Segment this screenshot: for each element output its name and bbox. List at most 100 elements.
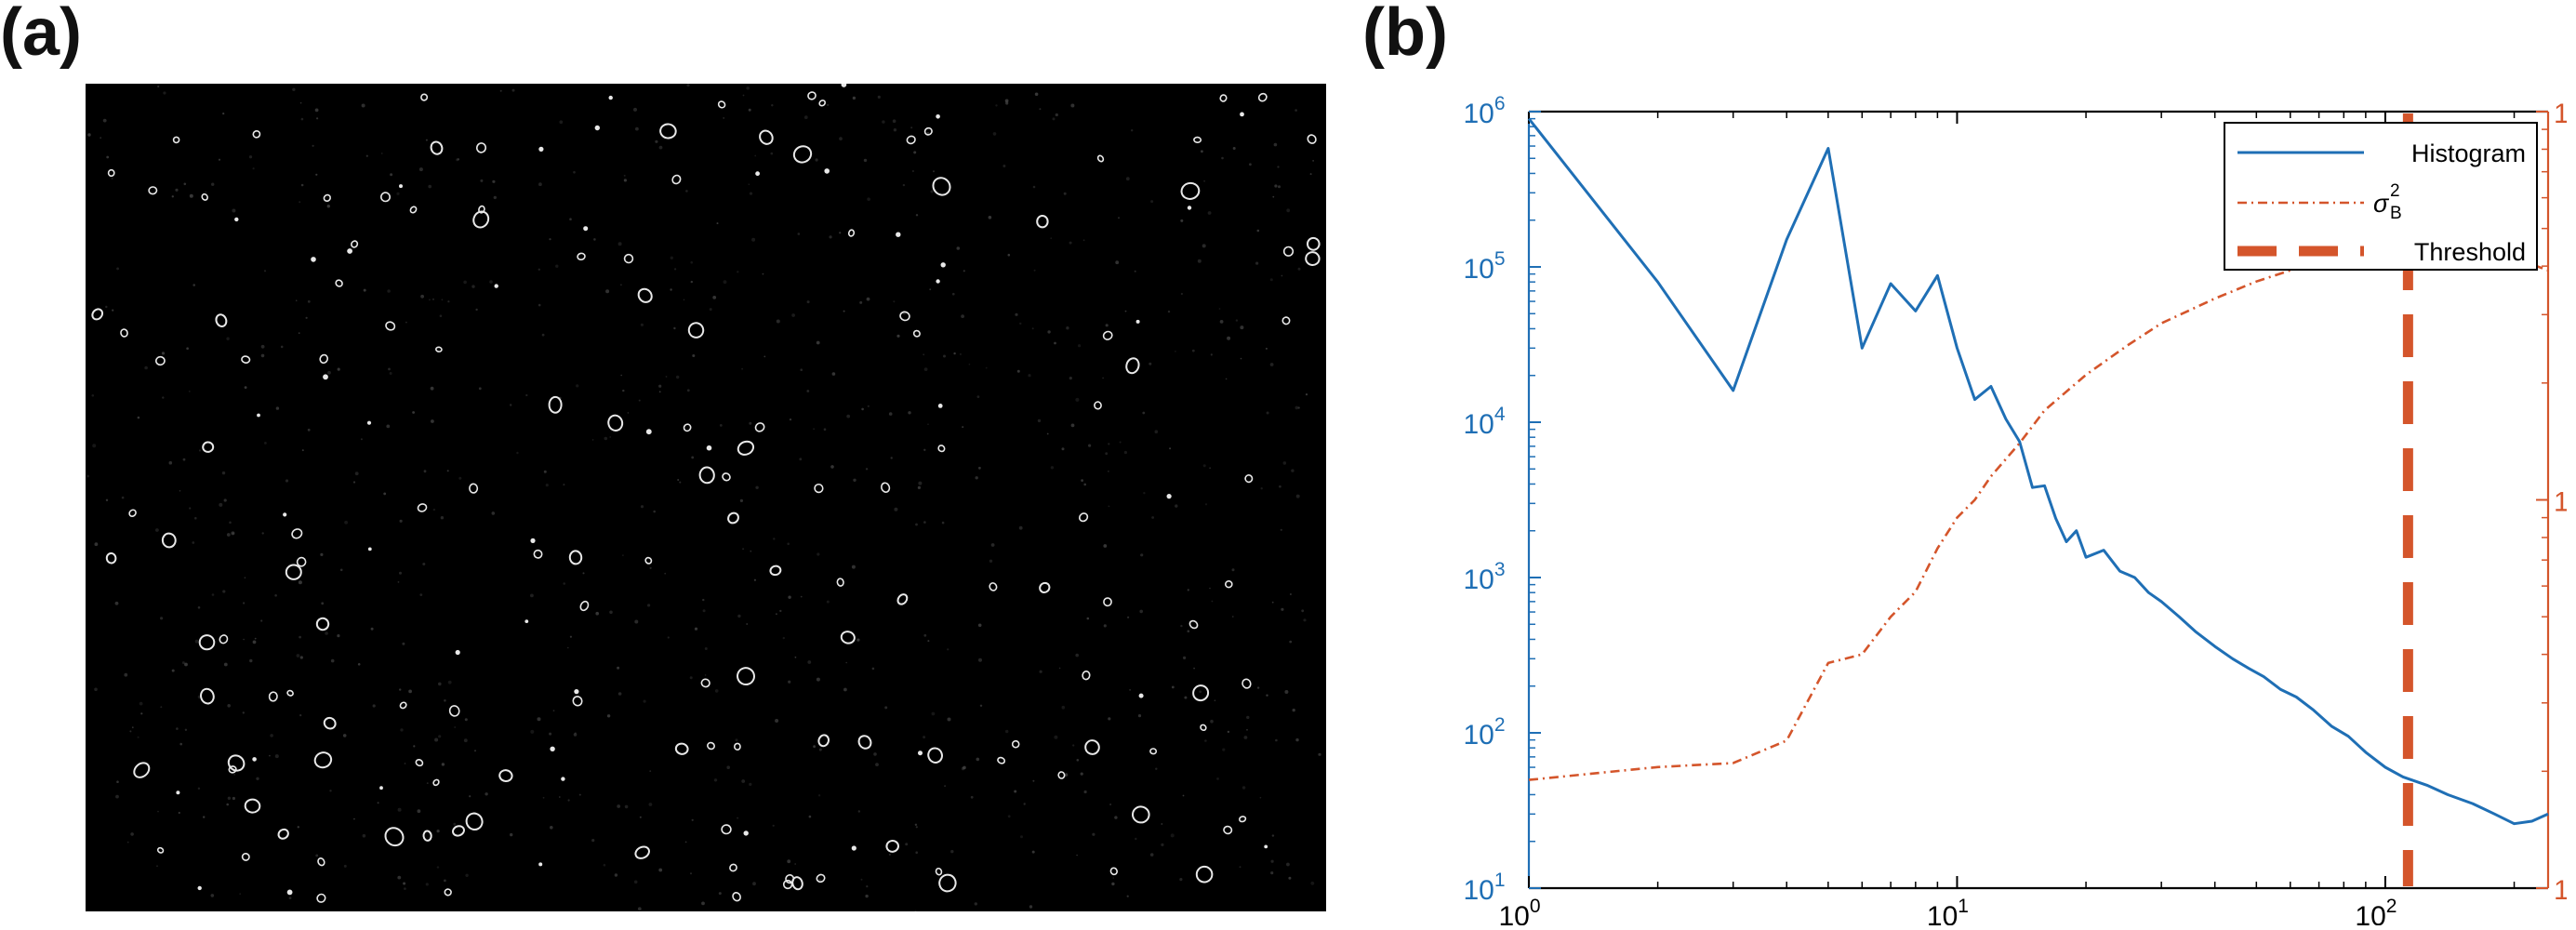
noise-speck bbox=[839, 232, 842, 234]
noise-speck bbox=[274, 754, 279, 759]
noise-speck bbox=[953, 352, 956, 355]
noise-speck bbox=[229, 521, 232, 525]
noise-speck bbox=[1108, 717, 1111, 721]
noise-speck bbox=[1105, 324, 1109, 327]
particle-outline bbox=[607, 414, 624, 432]
noise-speck bbox=[307, 428, 311, 432]
noise-speck bbox=[1242, 786, 1246, 790]
noise-speck bbox=[813, 428, 815, 431]
x-tick-label: 100 bbox=[1498, 896, 1540, 925]
noise-speck bbox=[441, 299, 444, 301]
noise-speck bbox=[719, 424, 723, 427]
noise-speck bbox=[746, 623, 749, 625]
noise-speck bbox=[1055, 113, 1058, 117]
micrograph-particles bbox=[86, 84, 1321, 911]
particle-outline bbox=[291, 528, 303, 539]
noise-speck bbox=[105, 305, 108, 309]
noise-speck bbox=[1175, 351, 1176, 352]
noise-speck bbox=[623, 179, 628, 182]
noise-speck bbox=[686, 84, 690, 87]
noise-speck bbox=[776, 319, 780, 324]
particle-dot bbox=[1187, 206, 1192, 210]
noise-speck bbox=[1111, 882, 1115, 886]
noise-speck bbox=[192, 541, 195, 544]
noise-speck bbox=[1102, 377, 1104, 379]
noise-speck bbox=[436, 866, 440, 869]
noise-speck bbox=[465, 873, 469, 877]
noise-speck bbox=[92, 444, 97, 448]
noise-speck bbox=[976, 757, 980, 762]
y-left-tick-label: 103 bbox=[1463, 559, 1505, 595]
noise-speck bbox=[787, 542, 790, 546]
noise-speck bbox=[538, 268, 540, 271]
noise-speck bbox=[865, 468, 869, 471]
noise-speck bbox=[956, 246, 961, 250]
noise-speck bbox=[480, 179, 484, 182]
noise-speck bbox=[163, 91, 166, 95]
noise-speck bbox=[1171, 685, 1175, 689]
noise-speck bbox=[1180, 219, 1184, 222]
particle-outline bbox=[1039, 581, 1051, 593]
particle-outline bbox=[1057, 771, 1066, 779]
noise-speck bbox=[155, 528, 159, 532]
noise-speck bbox=[1129, 689, 1131, 691]
noise-speck bbox=[779, 609, 782, 613]
particle-outline bbox=[759, 129, 774, 145]
particle-outline bbox=[782, 879, 793, 890]
particle-dot bbox=[896, 232, 901, 237]
noise-speck bbox=[124, 672, 128, 677]
noise-speck bbox=[471, 285, 475, 288]
noise-speck bbox=[962, 426, 964, 429]
noise-speck bbox=[1083, 790, 1087, 794]
noise-speck bbox=[627, 412, 630, 414]
noise-speck bbox=[1318, 752, 1321, 756]
particle-dot bbox=[594, 125, 600, 131]
noise-speck bbox=[189, 193, 193, 198]
noise-speck bbox=[357, 663, 361, 666]
noise-speck bbox=[210, 894, 215, 897]
noise-speck bbox=[1240, 326, 1244, 330]
noise-speck bbox=[447, 300, 450, 303]
particle-dot bbox=[197, 885, 202, 891]
noise-speck bbox=[791, 313, 795, 317]
noise-speck bbox=[444, 879, 446, 883]
noise-speck bbox=[1149, 362, 1152, 365]
legend-sigma-label: σ2 B bbox=[2373, 181, 2402, 223]
particle-outline bbox=[409, 206, 418, 214]
particle-outline bbox=[727, 512, 739, 525]
noise-speck bbox=[1066, 326, 1069, 330]
particle-outline bbox=[415, 759, 424, 767]
noise-speck bbox=[94, 542, 99, 547]
noise-speck bbox=[171, 669, 175, 672]
noise-speck bbox=[923, 448, 926, 451]
noise-speck bbox=[670, 288, 672, 291]
noise-speck bbox=[179, 490, 181, 492]
noise-speck bbox=[270, 734, 273, 737]
noise-speck bbox=[1023, 803, 1026, 805]
particle-outline bbox=[469, 483, 479, 494]
legend-box bbox=[2224, 122, 2538, 271]
noise-speck bbox=[493, 195, 497, 200]
noise-speck bbox=[1209, 467, 1211, 470]
y-right-tick-label: 103 bbox=[2554, 93, 2567, 129]
noise-speck bbox=[226, 803, 229, 806]
noise-speck bbox=[913, 151, 917, 154]
particle-outline bbox=[1036, 215, 1049, 229]
noise-speck bbox=[211, 593, 215, 596]
noise-speck bbox=[702, 609, 706, 613]
noise-speck bbox=[988, 216, 992, 219]
noise-speck bbox=[1115, 260, 1120, 265]
noise-speck bbox=[184, 662, 188, 667]
noise-speck bbox=[244, 386, 247, 389]
noise-speck bbox=[637, 907, 642, 911]
noise-speck bbox=[321, 602, 325, 605]
noise-speck bbox=[423, 470, 427, 473]
noise-speck bbox=[510, 832, 513, 837]
noise-speck bbox=[1039, 108, 1042, 111]
noise-speck bbox=[1246, 715, 1250, 720]
noise-speck bbox=[892, 119, 896, 123]
noise-speck bbox=[525, 393, 528, 397]
noise-speck bbox=[816, 677, 820, 682]
noise-speck bbox=[1202, 244, 1206, 248]
noise-speck bbox=[314, 108, 319, 113]
